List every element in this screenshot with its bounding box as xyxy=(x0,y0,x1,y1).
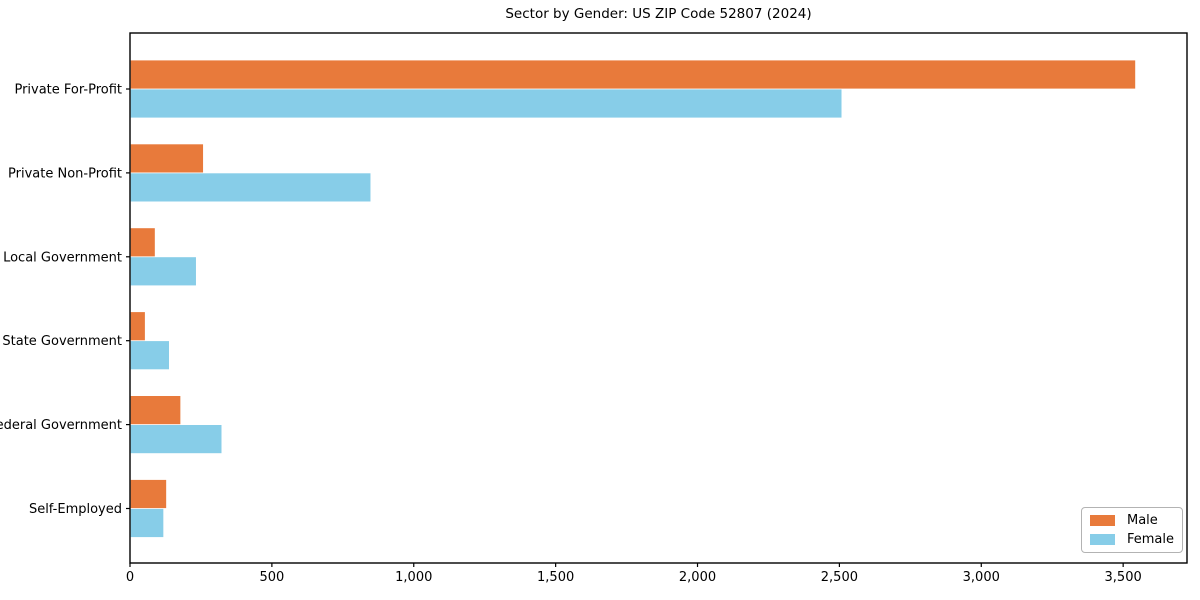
female-series-swatch xyxy=(1089,534,1115,545)
legend-label-female: Female xyxy=(1126,532,1174,547)
bar-female-private-non-profit xyxy=(130,173,371,202)
bar-female-state-government xyxy=(130,341,170,370)
y-label-local-government: Local Government xyxy=(3,250,122,265)
x-label-2000: 2,000 xyxy=(679,570,716,585)
bar-male-private-for-profit xyxy=(130,60,1136,89)
bar-female-federal-government xyxy=(130,425,222,454)
x-label-0: 0 xyxy=(126,570,134,585)
bar-female-local-government xyxy=(130,257,196,286)
y-label-state-government: State Government xyxy=(2,334,122,349)
x-label-1000: 1,000 xyxy=(395,570,432,585)
bar-male-federal-government xyxy=(130,396,181,425)
bar-male-state-government xyxy=(130,312,145,341)
legend-label-male: Male xyxy=(1126,513,1158,528)
x-label-2500: 2,500 xyxy=(821,570,858,585)
chart-title: Sector by Gender: US ZIP Code 52807 (202… xyxy=(505,6,812,22)
y-label-private-non-profit: Private Non-Profit xyxy=(8,166,122,181)
plot-border xyxy=(129,32,1188,564)
bar-female-private-for-profit xyxy=(130,89,842,118)
legend-item-male: Male xyxy=(1089,513,1174,528)
x-label-3500: 3,500 xyxy=(1105,570,1142,585)
male-series-swatch xyxy=(1089,515,1115,526)
bar-male-local-government xyxy=(130,228,155,257)
x-label-500: 500 xyxy=(259,570,284,585)
bar-male-private-non-profit xyxy=(130,144,204,173)
y-label-self-employed: Self-Employed xyxy=(29,502,122,517)
x-label-1500: 1,500 xyxy=(537,570,574,585)
y-label-private-for-profit: Private For-Profit xyxy=(14,83,122,98)
x-label-3000: 3,000 xyxy=(963,570,1000,585)
bar-male-self-employed xyxy=(130,479,167,509)
y-label-federal-government: Federal Government xyxy=(0,418,122,433)
bar-female-self-employed xyxy=(130,508,164,538)
legend-item-female: Female xyxy=(1089,532,1174,547)
legend: Male Female xyxy=(1080,507,1183,553)
